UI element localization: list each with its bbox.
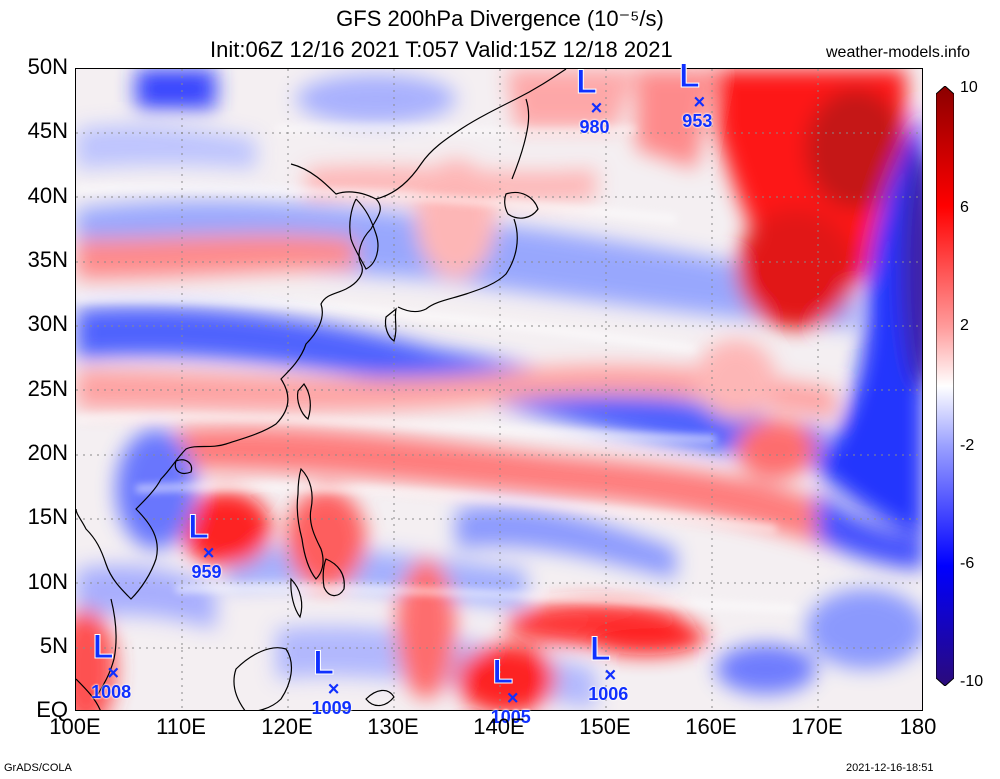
lat-label: 20N — [27, 440, 68, 465]
colorbar — [936, 86, 954, 686]
colorbar-label: 6 — [960, 199, 969, 216]
lon-label: 160E — [685, 714, 737, 739]
lat-label: 5N — [39, 633, 68, 658]
divergence-map — [75, 68, 923, 711]
low-letter: L — [678, 56, 700, 95]
low-letter: L — [92, 627, 114, 666]
low-center-marker: × — [202, 542, 215, 565]
lat-label: 45N — [27, 118, 68, 143]
low-center-marker: × — [506, 687, 519, 710]
low-center-marker: × — [107, 662, 119, 685]
low-center-marker: × — [590, 97, 603, 120]
lon-label: 100E — [49, 714, 101, 739]
low-pressure-value: 1005 — [490, 707, 531, 728]
lon-label: 130E — [367, 714, 419, 739]
colorbar-label: -10 — [960, 673, 984, 690]
lon-label: 170E — [791, 714, 843, 739]
footer-right: 2021-12-16-18:51 — [846, 762, 934, 774]
lat-label: 50N — [27, 54, 68, 79]
lon-label: 180 — [899, 714, 937, 739]
map-field — [76, 69, 922, 710]
lat-label: 40N — [27, 183, 68, 208]
colorbar-label: -6 — [960, 555, 975, 572]
chart-subtitle: Init:06Z 12/16 2021 T:057 Valid:15Z 12/1… — [210, 37, 673, 62]
low-center-marker: × — [327, 678, 340, 701]
grid-lines — [76, 69, 922, 710]
low-letter: L — [576, 63, 598, 102]
low-letter: L — [313, 644, 335, 683]
colorbar-label: -2 — [960, 437, 975, 454]
lon-label: 120E — [261, 714, 313, 739]
lon-label: 140E — [473, 714, 525, 739]
lat-label: 10N — [27, 569, 68, 594]
lat-label: 25N — [27, 376, 68, 401]
low-pressure-value: 953 — [682, 110, 713, 131]
colorbar-label: 10 — [960, 79, 978, 96]
low-letter: L — [188, 508, 210, 547]
lat-label: EQ — [36, 697, 68, 722]
lat-label: 35N — [27, 247, 68, 272]
low-center-marker: × — [693, 91, 706, 114]
low-pressure-value: 1009 — [311, 698, 352, 719]
low-letter: L — [589, 630, 611, 669]
source-label: weather-models.info — [826, 44, 971, 61]
colorbar-label: 2 — [960, 317, 969, 334]
low-pressure-value: 959 — [191, 562, 222, 583]
coastlines — [76, 69, 567, 710]
lat-label: 30N — [27, 311, 68, 336]
lon-label: 110E — [156, 714, 206, 739]
lat-label: 15N — [27, 504, 68, 529]
chart-title: GFS 200hPa Divergence (10⁻⁵/s) — [336, 6, 664, 31]
footer-left: GrADS/COLA — [4, 762, 72, 774]
low-pressure-value: 980 — [579, 117, 610, 138]
low-letter: L — [492, 653, 514, 692]
low-center-marker: × — [604, 664, 617, 687]
lon-label: 150E — [579, 714, 631, 739]
low-pressure-value: 1006 — [588, 684, 629, 705]
low-pressure-value: 1008 — [91, 681, 132, 702]
